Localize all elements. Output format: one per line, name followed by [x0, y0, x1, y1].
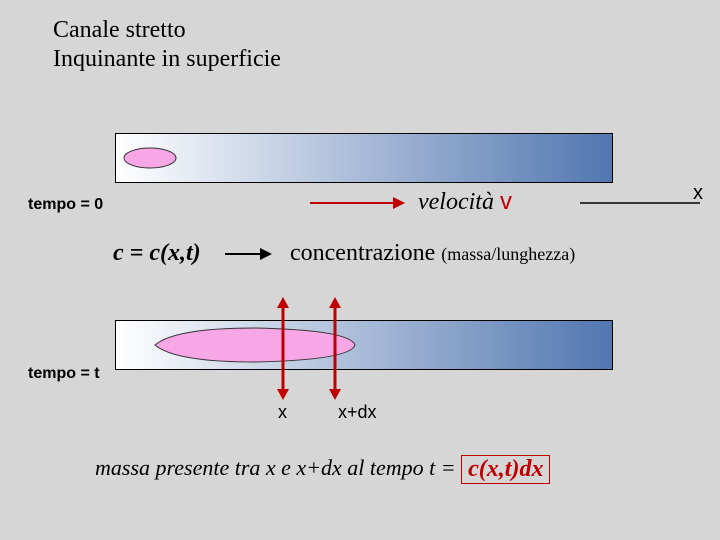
mass-statement: massa presente tra x e x+dx al tempo t =… [95, 455, 550, 484]
x-tick-label: x [278, 402, 287, 423]
mass-prefix: massa presente tra x e x+dx al tempo t = [95, 455, 461, 480]
mass-boxed-term: c(x,t)dx [461, 455, 550, 484]
xdx-tick-label: x+dx [338, 402, 377, 423]
